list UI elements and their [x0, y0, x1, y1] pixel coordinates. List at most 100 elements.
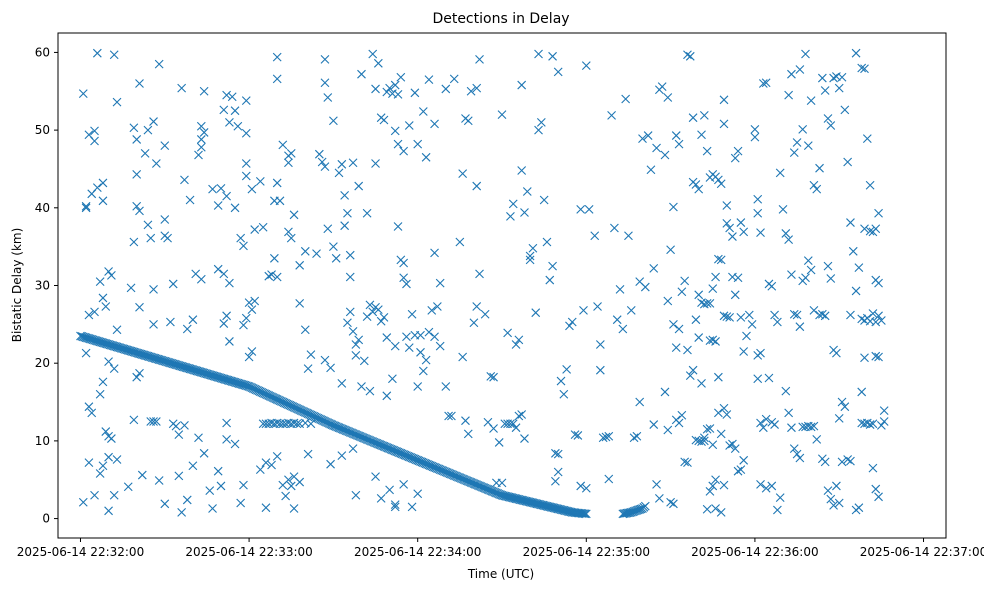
- data-point-792: [671, 343, 681, 353]
- data-point-662: [424, 327, 434, 337]
- data-point-734: [565, 321, 574, 331]
- data-point-970: [854, 503, 864, 513]
- data-point-569: [365, 386, 375, 396]
- data-point-561: [343, 318, 352, 328]
- data-point-850: [713, 372, 723, 382]
- data-point-682: [463, 116, 473, 126]
- data-point-513: [247, 305, 257, 314]
- data-point-394: [143, 125, 153, 135]
- data-point-459: [188, 461, 198, 471]
- data-point-559: [326, 363, 335, 373]
- data-point-527: [286, 149, 296, 158]
- data-point-817: [719, 95, 729, 105]
- data-point-690: [480, 309, 490, 319]
- data-point-771: [657, 82, 667, 91]
- data-point-642: [376, 316, 386, 326]
- data-point-421: [149, 319, 158, 329]
- y-tick-label: 50: [35, 123, 50, 137]
- data-point-397: [154, 59, 164, 69]
- data-point-495: [216, 183, 226, 193]
- data-point-808: [694, 184, 704, 194]
- data-point-741: [581, 61, 591, 71]
- data-point-849: [711, 337, 720, 346]
- data-point-614: [362, 208, 372, 218]
- data-point-891: [758, 423, 768, 433]
- data-point-457: [182, 495, 192, 505]
- data-point-683: [466, 86, 476, 96]
- data-point-516: [250, 296, 260, 306]
- data-point-878: [753, 208, 763, 218]
- data-point-864: [728, 439, 737, 449]
- data-point-836: [719, 311, 729, 321]
- data-point-496: [222, 191, 231, 201]
- data-point-601: [348, 444, 358, 454]
- data-point-500: [241, 171, 251, 181]
- data-point-427: [98, 377, 108, 387]
- data-point-917: [795, 65, 805, 74]
- data-point-499: [239, 241, 248, 251]
- data-point-759: [626, 305, 636, 315]
- data-point-752: [607, 110, 616, 120]
- data-point-490: [227, 92, 237, 102]
- data-point-472: [182, 324, 192, 334]
- data-point-651: [399, 273, 409, 283]
- data-point-910: [803, 256, 813, 266]
- data-point-986: [857, 63, 867, 73]
- data-point-893: [764, 373, 774, 383]
- data-point-441: [78, 497, 88, 507]
- data-point-881: [761, 78, 771, 88]
- data-point-505: [219, 269, 229, 279]
- data-point-1001: [874, 352, 883, 362]
- data-point-755: [615, 284, 625, 294]
- data-point-789: [680, 457, 690, 467]
- data-point-854: [699, 433, 709, 443]
- data-point-940: [823, 261, 833, 271]
- data-point-757: [621, 94, 631, 104]
- data-point-468: [230, 439, 240, 449]
- data-point-646: [388, 374, 397, 384]
- data-point-456: [180, 420, 189, 430]
- data-point-605: [385, 485, 394, 495]
- data-point-659: [416, 330, 425, 340]
- x-axis-label: Time (UTC): [467, 567, 534, 581]
- y-tick-label: 30: [35, 279, 50, 293]
- data-point-624: [390, 80, 400, 90]
- data-point-838: [725, 312, 735, 322]
- data-point-483: [199, 128, 209, 137]
- data-point-760: [629, 433, 639, 443]
- data-point-807: [691, 180, 701, 189]
- data-point-609: [407, 502, 417, 512]
- data-point-590: [272, 452, 282, 461]
- data-point-706: [506, 211, 515, 221]
- data-point-671: [447, 411, 456, 421]
- data-point-861: [719, 403, 729, 413]
- data-point-960: [848, 246, 858, 256]
- data-point-458: [177, 507, 187, 517]
- data-point-689: [489, 372, 498, 382]
- data-point-903: [784, 235, 794, 245]
- x-tick-label: 2025-06-14 22:36:00: [691, 545, 818, 559]
- data-point-509: [225, 337, 234, 346]
- data-point-467: [222, 434, 231, 444]
- data-point-709: [514, 335, 524, 345]
- data-point-873: [716, 507, 726, 517]
- data-point-999: [876, 316, 886, 325]
- data-point-774: [663, 296, 673, 306]
- data-point-896: [756, 480, 765, 489]
- y-tick-label: 40: [35, 201, 50, 215]
- data-point-799: [691, 315, 701, 325]
- data-point-566: [354, 335, 364, 345]
- data-point-875: [750, 124, 760, 134]
- data-point-712: [520, 208, 529, 217]
- data-point-622: [385, 83, 394, 93]
- data-point-749: [601, 432, 611, 442]
- data-point-494: [241, 128, 251, 138]
- data-point-563: [348, 326, 358, 336]
- data-point-634: [421, 152, 431, 162]
- data-point-964: [826, 494, 836, 504]
- data-point-627: [393, 89, 403, 99]
- data-point-594: [286, 481, 296, 491]
- data-point-403: [143, 220, 153, 230]
- data-point-415: [84, 310, 94, 320]
- data-point-892: [761, 414, 771, 424]
